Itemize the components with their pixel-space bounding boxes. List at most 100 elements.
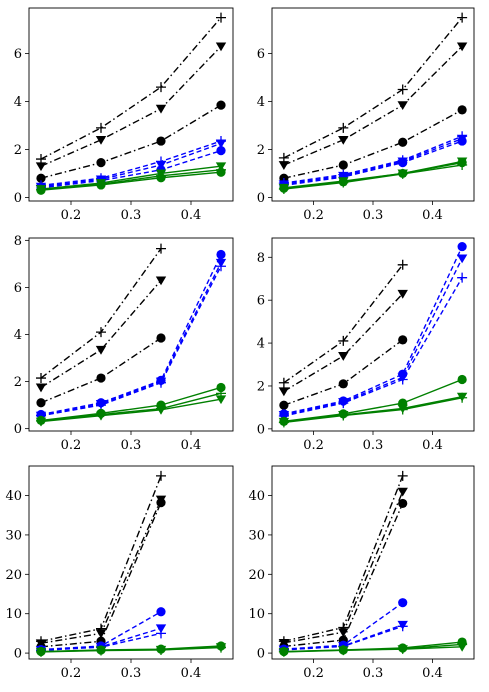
data-point-circle [398,158,408,168]
subplot-2: 0.2 0.3 0.4 0 2 4 6 [257,7,475,223]
data-point-triangle [456,254,468,264]
data-point-triangle [215,395,227,405]
y-tick-label: 20 [5,568,22,583]
data-point-plus [96,122,106,133]
data-point-circle [96,180,106,190]
data-point-triangle [338,628,349,638]
data-point-plus [36,373,46,384]
x-tick-label: 0.3 [363,666,384,681]
data-point-circle [457,105,467,115]
data-point-plus [156,82,166,93]
y-tick-label: 0 [257,191,265,206]
data-point-triangle [155,104,167,114]
data-point-plus [156,470,166,481]
series-line [283,160,463,189]
data-point-triangle [95,629,107,639]
data-point-plus [216,12,226,23]
y-tick-label: 4 [14,328,22,343]
data-point-circle [36,398,46,408]
data-point-triangle [397,101,408,111]
series-line [40,254,222,416]
y-tick-label: 0 [14,191,22,206]
data-point-plus [278,377,289,388]
series-9 [36,167,226,195]
data-point-triangle [95,411,107,421]
series-line [283,17,463,159]
y-tick-label: 8 [14,234,22,249]
series-5 [278,134,468,190]
series-9 [278,160,468,195]
series-line [40,165,222,190]
y-tick-label: 0 [14,422,22,437]
y-tick-label: 2 [257,143,265,158]
y-tick-label: 6 [14,281,22,296]
data-point-circle [398,598,408,608]
y-tick-label: 8 [257,251,265,266]
series-line [283,397,463,424]
series-6 [278,272,468,421]
series-7 [35,162,227,194]
series-1 [36,12,226,165]
data-point-circle [279,400,289,410]
subplot-1: 0.2 0.3 0.4 0 2 4 6 [14,7,234,223]
series-line [40,171,222,191]
series-line [40,17,222,160]
subplot-6: 0.2 0.3 0.4 0 10 20 30 40 [248,465,475,681]
data-point-plus [397,259,408,270]
axes-frame [28,237,234,432]
series-line [283,475,404,642]
series-1 [278,259,408,388]
series-line [283,45,463,166]
data-point-plus [96,645,106,656]
x-tick-label: 0.4 [181,666,202,681]
series-6 [36,261,226,421]
data-point-plus [457,392,468,403]
plot-area [35,470,227,657]
data-point-plus [457,12,468,23]
y-tick-label: 4 [14,95,22,110]
data-point-circle [36,173,46,183]
x-tick-label: 0.2 [303,208,324,223]
data-point-circle [216,167,226,177]
data-point-plus [397,404,408,415]
series-line [283,246,463,415]
data-point-triangle [338,646,349,656]
series-2 [35,42,227,172]
data-point-plus [216,642,226,653]
data-point-plus [457,272,468,283]
series-6 [279,136,467,191]
data-point-triangle [338,352,349,361]
series-9 [278,392,468,428]
series-2 [278,42,468,170]
y-tick-label: 2 [257,379,265,394]
data-point-circle [216,249,226,260]
data-point-circle [216,100,226,110]
subplot-5: 0.2 0.3 0.4 0 10 20 30 40 [5,465,234,681]
series-4 [36,136,226,191]
axes-frame [271,237,475,432]
series-line [40,149,222,189]
y-tick-label: 4 [257,337,265,352]
data-point-plus [278,417,289,428]
series-line [283,258,463,416]
data-point-triangle [215,139,227,149]
series-1 [278,12,468,163]
data-point-circle [156,333,166,343]
data-point-circle [398,137,408,147]
data-point-plus [397,168,408,179]
x-tick-label: 0.2 [61,208,82,223]
data-point-triangle [338,135,349,145]
series-line [40,142,222,188]
data-point-plus [156,644,166,655]
series-4 [278,131,468,189]
data-point-triangle [155,405,167,415]
series-line [283,339,404,406]
series-line [283,646,463,653]
data-point-plus [36,646,46,657]
series-8 [279,158,467,193]
y-tick-label: 40 [248,489,265,504]
data-point-circle [457,136,467,146]
series-9 [35,395,227,427]
y-tick-label: 6 [14,47,22,62]
